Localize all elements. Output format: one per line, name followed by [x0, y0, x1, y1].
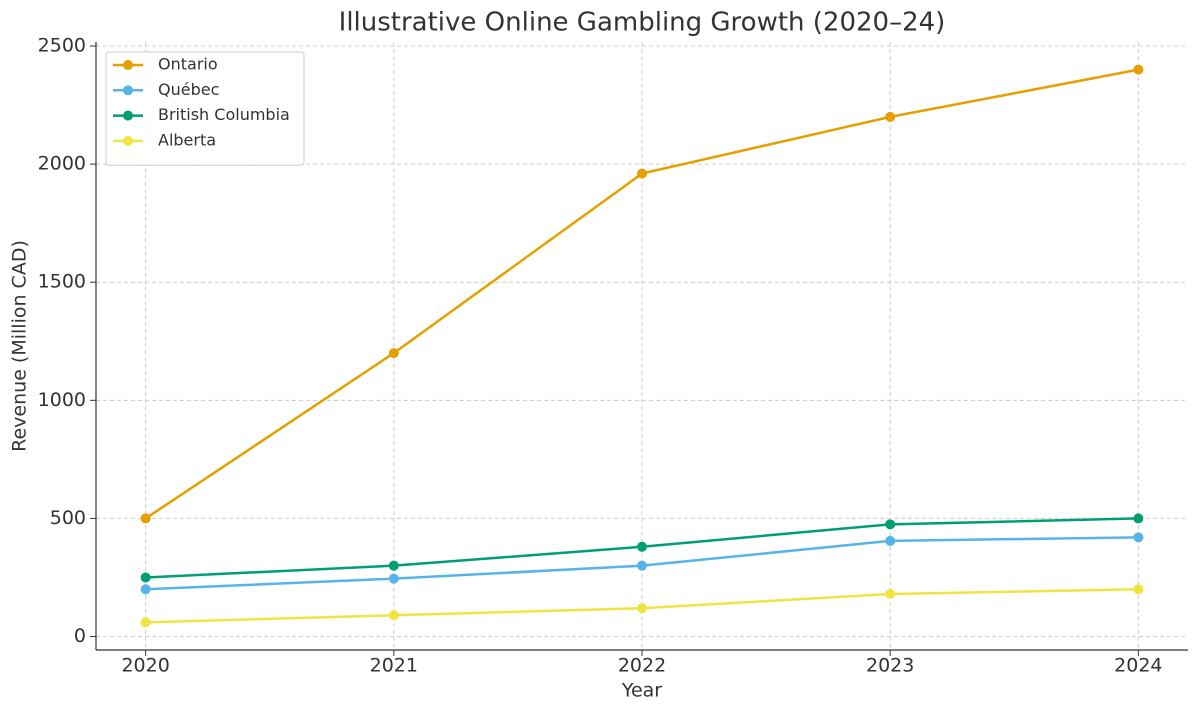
y-tick-label: 2500 — [38, 35, 86, 57]
data-point — [140, 513, 151, 524]
data-point — [1133, 64, 1144, 75]
data-point — [637, 168, 647, 179]
data-point — [1133, 532, 1144, 543]
data-point — [140, 572, 151, 583]
data-point — [885, 111, 896, 122]
y-axis-label: Revenue (Million CAD) — [9, 240, 31, 452]
legend-label: Alberta — [158, 130, 216, 149]
y-tick-label: 1000 — [38, 389, 86, 411]
data-point — [140, 617, 151, 628]
data-point — [1133, 584, 1144, 595]
legend-box — [105, 51, 305, 166]
data-point — [637, 603, 647, 614]
data-point — [1133, 513, 1144, 524]
chart-title: Illustrative Online Gambling Growth (202… — [339, 8, 946, 38]
plot-area — [140, 64, 1144, 628]
legend-marker — [123, 110, 133, 121]
data-point — [885, 589, 896, 600]
x-tick-label: 2024 — [1114, 655, 1162, 677]
legend-label: British Columbia — [158, 105, 290, 124]
data-point — [388, 348, 399, 359]
x-tick-label: 2023 — [866, 655, 914, 677]
x-tick-label: 2021 — [370, 655, 418, 677]
x-tick-label: 2022 — [618, 655, 666, 677]
y-tick-label: 0 — [74, 625, 86, 647]
y-tick-label: 2000 — [38, 153, 86, 175]
data-point — [637, 541, 647, 552]
x-tick-label: 2020 — [121, 655, 169, 677]
data-point — [388, 573, 399, 584]
data-point — [885, 519, 896, 530]
legend-marker — [123, 135, 133, 146]
legend-label: Ontario — [158, 55, 218, 74]
legend-marker — [123, 85, 133, 96]
y-tick-label: 1500 — [38, 271, 86, 293]
data-point — [637, 560, 647, 571]
data-point — [140, 584, 151, 595]
data-point — [885, 535, 896, 546]
data-point — [388, 560, 399, 571]
legend-marker — [123, 60, 133, 70]
data-point — [388, 610, 399, 621]
x-axis-label: Year — [621, 680, 662, 702]
legend-label: Québec — [158, 80, 219, 99]
y-tick-label: 500 — [50, 507, 86, 529]
legend: Ontario Québec British Columbia Alberta — [105, 51, 305, 166]
